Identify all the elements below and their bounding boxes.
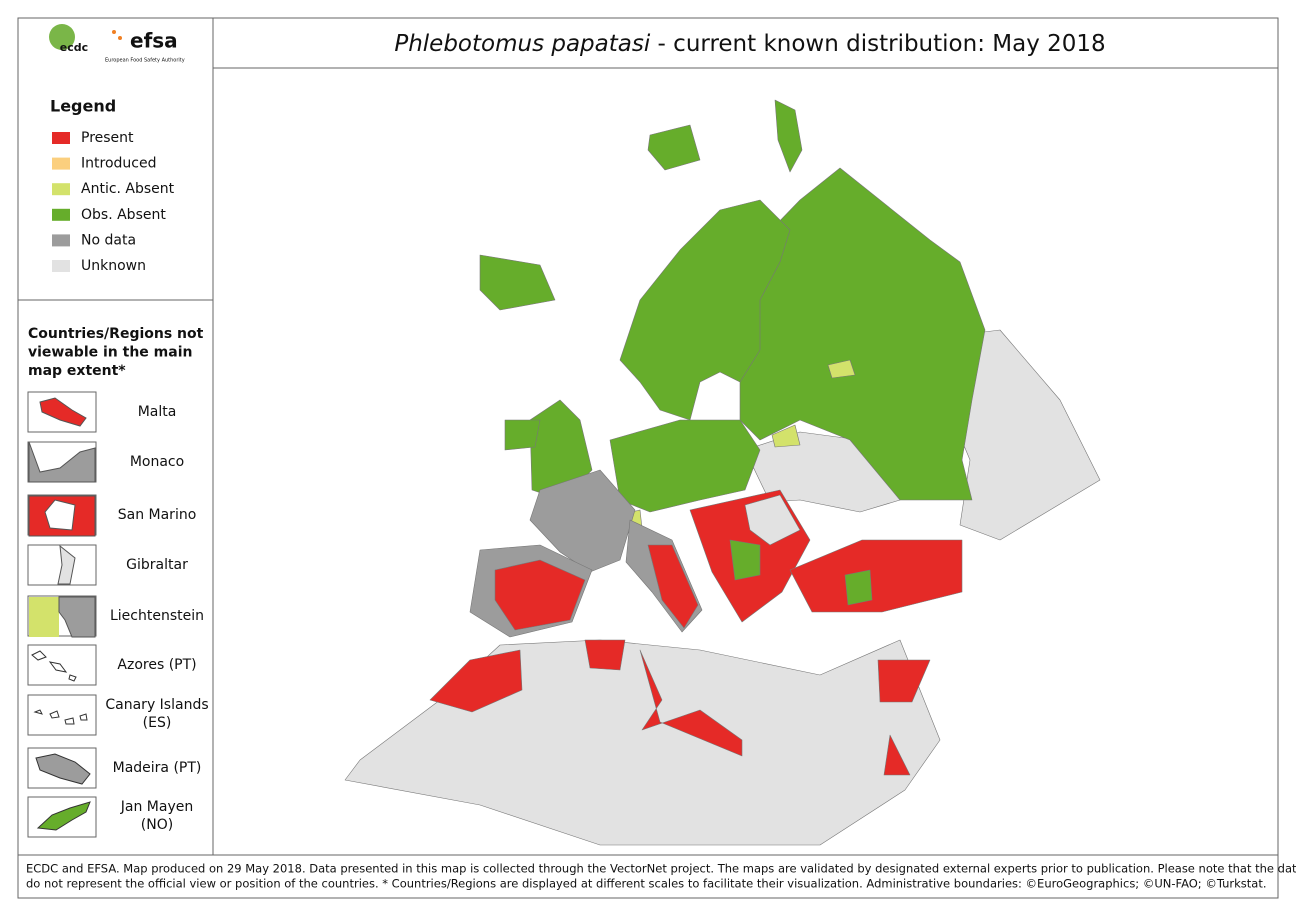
inset-label: Azores (PT) [117,657,196,673]
title-rest: - current known distribution: May 2018 [650,31,1105,57]
legend-swatch [52,260,70,272]
inset-label: Gibraltar [126,557,188,573]
inset-shape [28,441,96,483]
inset-label: Malta [138,404,177,420]
inset-shape [64,717,75,725]
inset: Gibraltar [27,544,188,586]
ecdc-globe [49,24,75,50]
inset: Jan Mayen (NO) [27,796,193,838]
inset-label-line: Canary Islands [105,697,208,713]
inset-shape [57,544,76,585]
legend-swatch [52,234,70,247]
legend-title: Legend [50,97,116,116]
inset-label-line: Jan Mayen [120,799,193,815]
inset: Azores (PT) [27,644,197,686]
efsa-logo: efsa [130,29,178,53]
inset: Canary Islands (ES) [27,694,209,736]
legend-swatch [52,208,70,221]
legend-label: Obs. Absent [81,207,166,223]
region [429,649,523,713]
insets-title-line: map extent* [28,363,126,379]
species-name: Phlebotomus papatasi [394,31,651,57]
inset-box [27,644,97,686]
logos: ecdc efsa European Food Safety Authority [49,24,185,64]
region [479,254,556,311]
inset-label: Canary Islands (ES) [105,697,208,731]
legend-label: No data [81,232,136,248]
region [504,419,541,451]
inset-label: Monaco [130,454,184,470]
region [729,539,761,581]
inset-label-line: (ES) [143,715,172,731]
inset-label: Liechtenstein [110,608,204,624]
inset-shape [39,397,87,427]
footer-line: do not represent the official view or po… [26,877,1266,891]
inset-shape [58,596,96,638]
inset-label: San Marino [118,507,197,523]
legend-label: Antic. Absent [81,181,175,197]
inset-shape [68,674,77,682]
inset: Madeira (PT) [27,747,202,789]
ecdc-logo: ecdc [60,41,88,54]
region [619,199,791,421]
region [494,559,586,631]
inset: Malta [27,391,177,433]
region [647,124,701,171]
legend-label: Introduced [81,156,156,172]
frame [17,17,1279,899]
efsa-dot [112,30,116,34]
legend-swatch [52,132,70,144]
map-title: Phlebotomus papatasi - current known dis… [394,31,1105,57]
inset-shape [29,597,59,637]
region [827,359,856,379]
inset-shape [36,801,91,831]
inset-label: Jan Mayen (NO) [120,799,193,833]
footer-line: ECDC and EFSA. Map produced on 29 May 20… [26,862,1296,876]
inset-shape [33,709,43,715]
region [609,419,761,513]
insets-title-line: Countries/Regions not [28,326,204,342]
region [744,494,801,546]
inset-shape [28,495,96,537]
inset: Liechtenstein [27,595,204,638]
legend-label: Unknown [81,258,146,274]
region [877,659,931,703]
legend-swatch [52,157,70,170]
region [639,649,743,757]
region [771,424,801,448]
region [529,469,636,573]
region [844,569,873,606]
region [584,639,626,671]
inset-shape [48,661,68,673]
legend-swatch [52,183,70,196]
region [789,539,963,613]
region [883,734,911,776]
inset: San Marino [27,494,197,537]
inset-shape [31,650,47,661]
efsa-subtitle: European Food Safety Authority [105,58,185,64]
region [647,544,699,629]
efsa-dot [118,36,122,40]
inset-shape [35,753,91,785]
insets-title: Countries/Regions not viewable in the mai… [28,326,204,379]
inset-shape [49,710,60,719]
region [529,399,593,501]
region [774,99,803,173]
inset: Monaco [27,441,184,483]
insets-title-line: viewable in the main [28,345,192,361]
region [739,167,986,501]
main-map [344,99,1101,846]
inset-label: Madeira (PT) [113,760,202,776]
legend-label: Present [81,130,134,146]
inset-label-line: (NO) [141,817,173,833]
region [344,639,941,846]
inset-shape [79,713,88,721]
